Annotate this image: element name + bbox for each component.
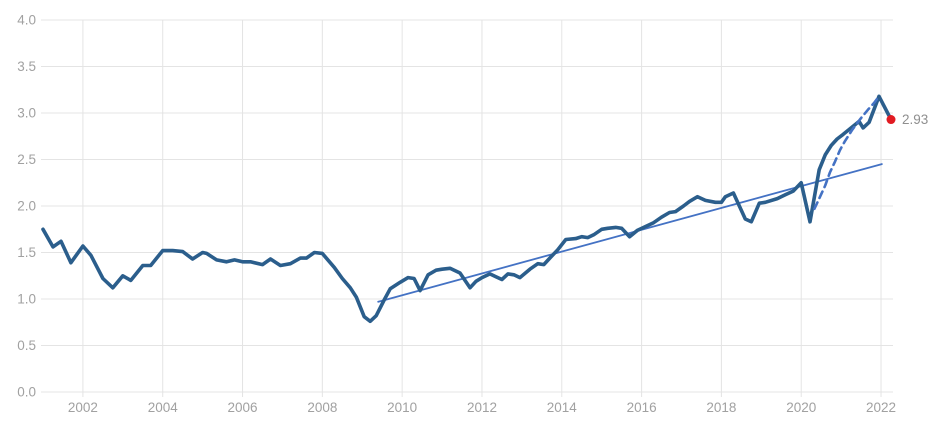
axis-labels: 0.0 0.5 1.0 1.5 2.0 2.5 3.0 3.5 4.0 2002 2004 2006 2… [17, 13, 896, 416]
main-series-line [41, 94, 893, 324]
x-tick-label: 2016 [627, 400, 657, 415]
y-tick-label: 0.0 [17, 385, 36, 400]
x-tick-label: 2012 [467, 400, 497, 415]
y-tick-label: 1.5 [17, 245, 36, 260]
x-tick-label: 2010 [387, 400, 417, 415]
x-tick-label: 2018 [706, 400, 736, 415]
x-tick-label: 2022 [866, 400, 896, 415]
x-tick-label: 2004 [148, 400, 179, 415]
latest-value-label: 2.93 [902, 112, 928, 127]
projection-dashed-line [813, 95, 881, 211]
y-tick-label: 3.0 [17, 106, 36, 121]
y-tick-label: 2.0 [17, 199, 36, 214]
latest-point-marker [886, 115, 896, 125]
gridlines [41, 19, 893, 397]
x-tick-label: 2006 [228, 400, 258, 415]
x-tick-label: 2008 [307, 400, 337, 415]
y-tick-label: 0.5 [17, 338, 36, 353]
y-tick-label: 1.0 [17, 292, 36, 307]
x-tick-label: 2002 [68, 400, 98, 415]
x-tick-label: 2014 [547, 400, 578, 415]
y-tick-label: 4.0 [17, 13, 36, 28]
trend-line-line [377, 163, 883, 303]
y-tick-label: 2.5 [17, 152, 36, 167]
y-tick-label: 3.5 [17, 59, 36, 74]
x-tick-label: 2020 [786, 400, 816, 415]
